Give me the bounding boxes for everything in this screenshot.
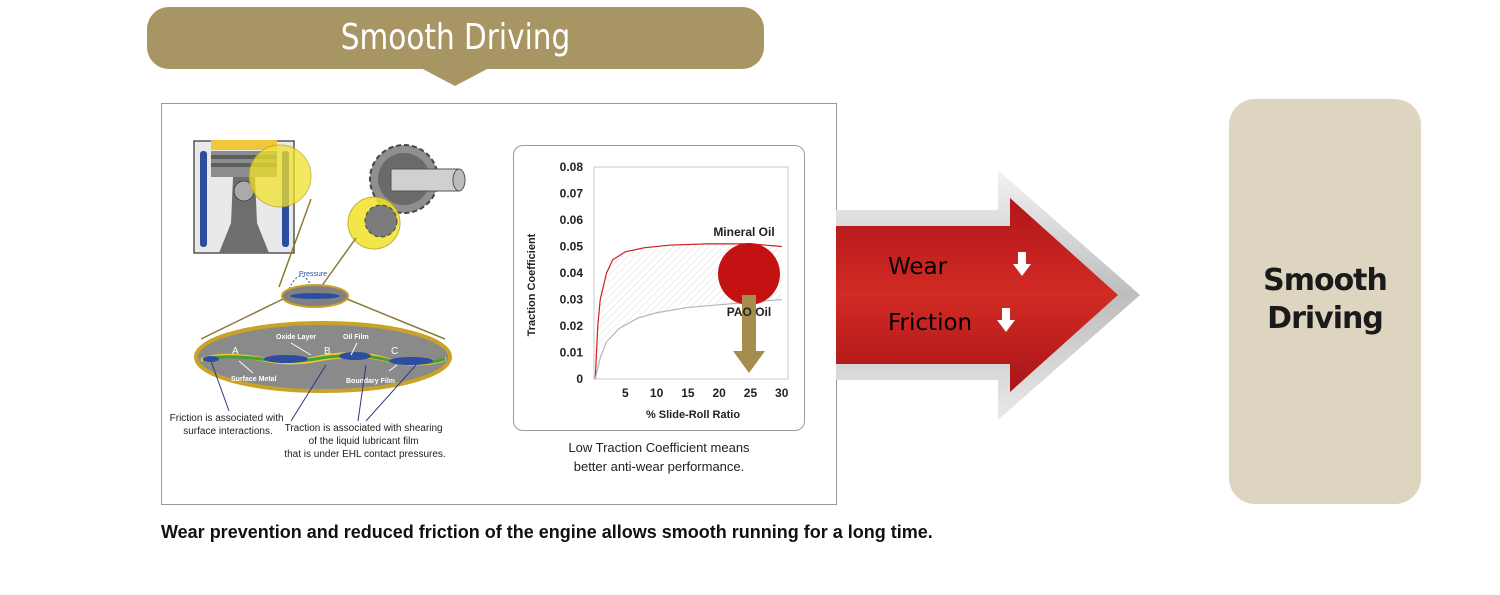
chart-caption-line: Low Traction Coefficient means [568, 440, 750, 455]
gear-icon [347, 144, 466, 250]
result-arrow: Wear Friction [836, 170, 1140, 420]
y-tick-label: 0.03 [560, 293, 584, 307]
down-arrow-icon [733, 295, 765, 373]
footer-text: Wear prevention and reduced friction of … [161, 522, 933, 542]
surface-metal-label: Surface Metal [231, 376, 277, 383]
chart-caption-line: better anti-wear performance. [573, 459, 745, 474]
x-tick-label: 15 [681, 386, 695, 400]
oxide-layer-label: Oxide Layer [276, 334, 316, 341]
mineral-oil-line [594, 243, 782, 380]
point-b-label: B [324, 346, 331, 357]
point-a-label: A [232, 346, 239, 357]
x-tick-label: 30 [775, 386, 789, 400]
y-tick-label: 0.06 [560, 213, 584, 227]
wear-down-arrow-icon [1013, 252, 1031, 276]
result-card [1229, 99, 1421, 504]
traction-chart: 0 0.01 0.02 0.03 0.04 0.05 0.06 0.07 0.08 5 10 15 20… [526, 160, 789, 421]
x-tick-label: 25 [744, 386, 758, 400]
plot-area [593, 166, 789, 380]
header-banner [147, 7, 764, 69]
wear-label: Wear [888, 254, 948, 280]
y-tick-label: 0.01 [560, 346, 584, 360]
y-tick-label: 0 [576, 372, 583, 386]
lubrication-illustration: Pressure Oxide Layer Oil Film A B C Surf… [170, 140, 466, 460]
friction-note: Friction is associated with surface inte… [170, 413, 287, 437]
piston-icon [193, 140, 312, 254]
y-tick-label: 0.02 [560, 319, 584, 333]
point-c-label: C [391, 346, 398, 357]
pao-oil-line [594, 298, 782, 380]
y-tick-label: 0.07 [560, 187, 584, 201]
mineral-oil-label: Mineral Oil [713, 225, 774, 239]
result-title-line: Driving [1267, 301, 1384, 336]
x-tick-label: 5 [622, 386, 629, 400]
page-title: Smooth Driving [340, 17, 571, 58]
highlight-circle [718, 243, 780, 305]
y-tick-label: 0.05 [560, 240, 584, 254]
x-axis-label: % Slide-Roll Ratio [646, 409, 740, 421]
result-title-line: Smooth [1263, 263, 1388, 298]
y-tick-label: 0.04 [560, 266, 584, 280]
y-axis-label: Traction Coefficient [526, 233, 538, 336]
x-tick-label: 20 [712, 386, 726, 400]
friction-label: Friction [888, 310, 972, 336]
boundary-film-label: Boundary Film [346, 378, 395, 385]
pao-oil-label: PAO Oil [727, 305, 771, 319]
x-tick-label: 10 [650, 386, 664, 400]
result-title: Smooth Driving [1229, 262, 1421, 338]
y-tick-label: 0.08 [560, 160, 584, 174]
oil-film-label: Oil Film [343, 334, 369, 341]
traction-note: Traction is associated with shearing of … [284, 423, 445, 460]
pressure-label: Pressure [299, 271, 327, 278]
friction-down-arrow-icon [997, 308, 1015, 332]
chart-caption: Low Traction Coefficient means better an… [520, 438, 798, 476]
